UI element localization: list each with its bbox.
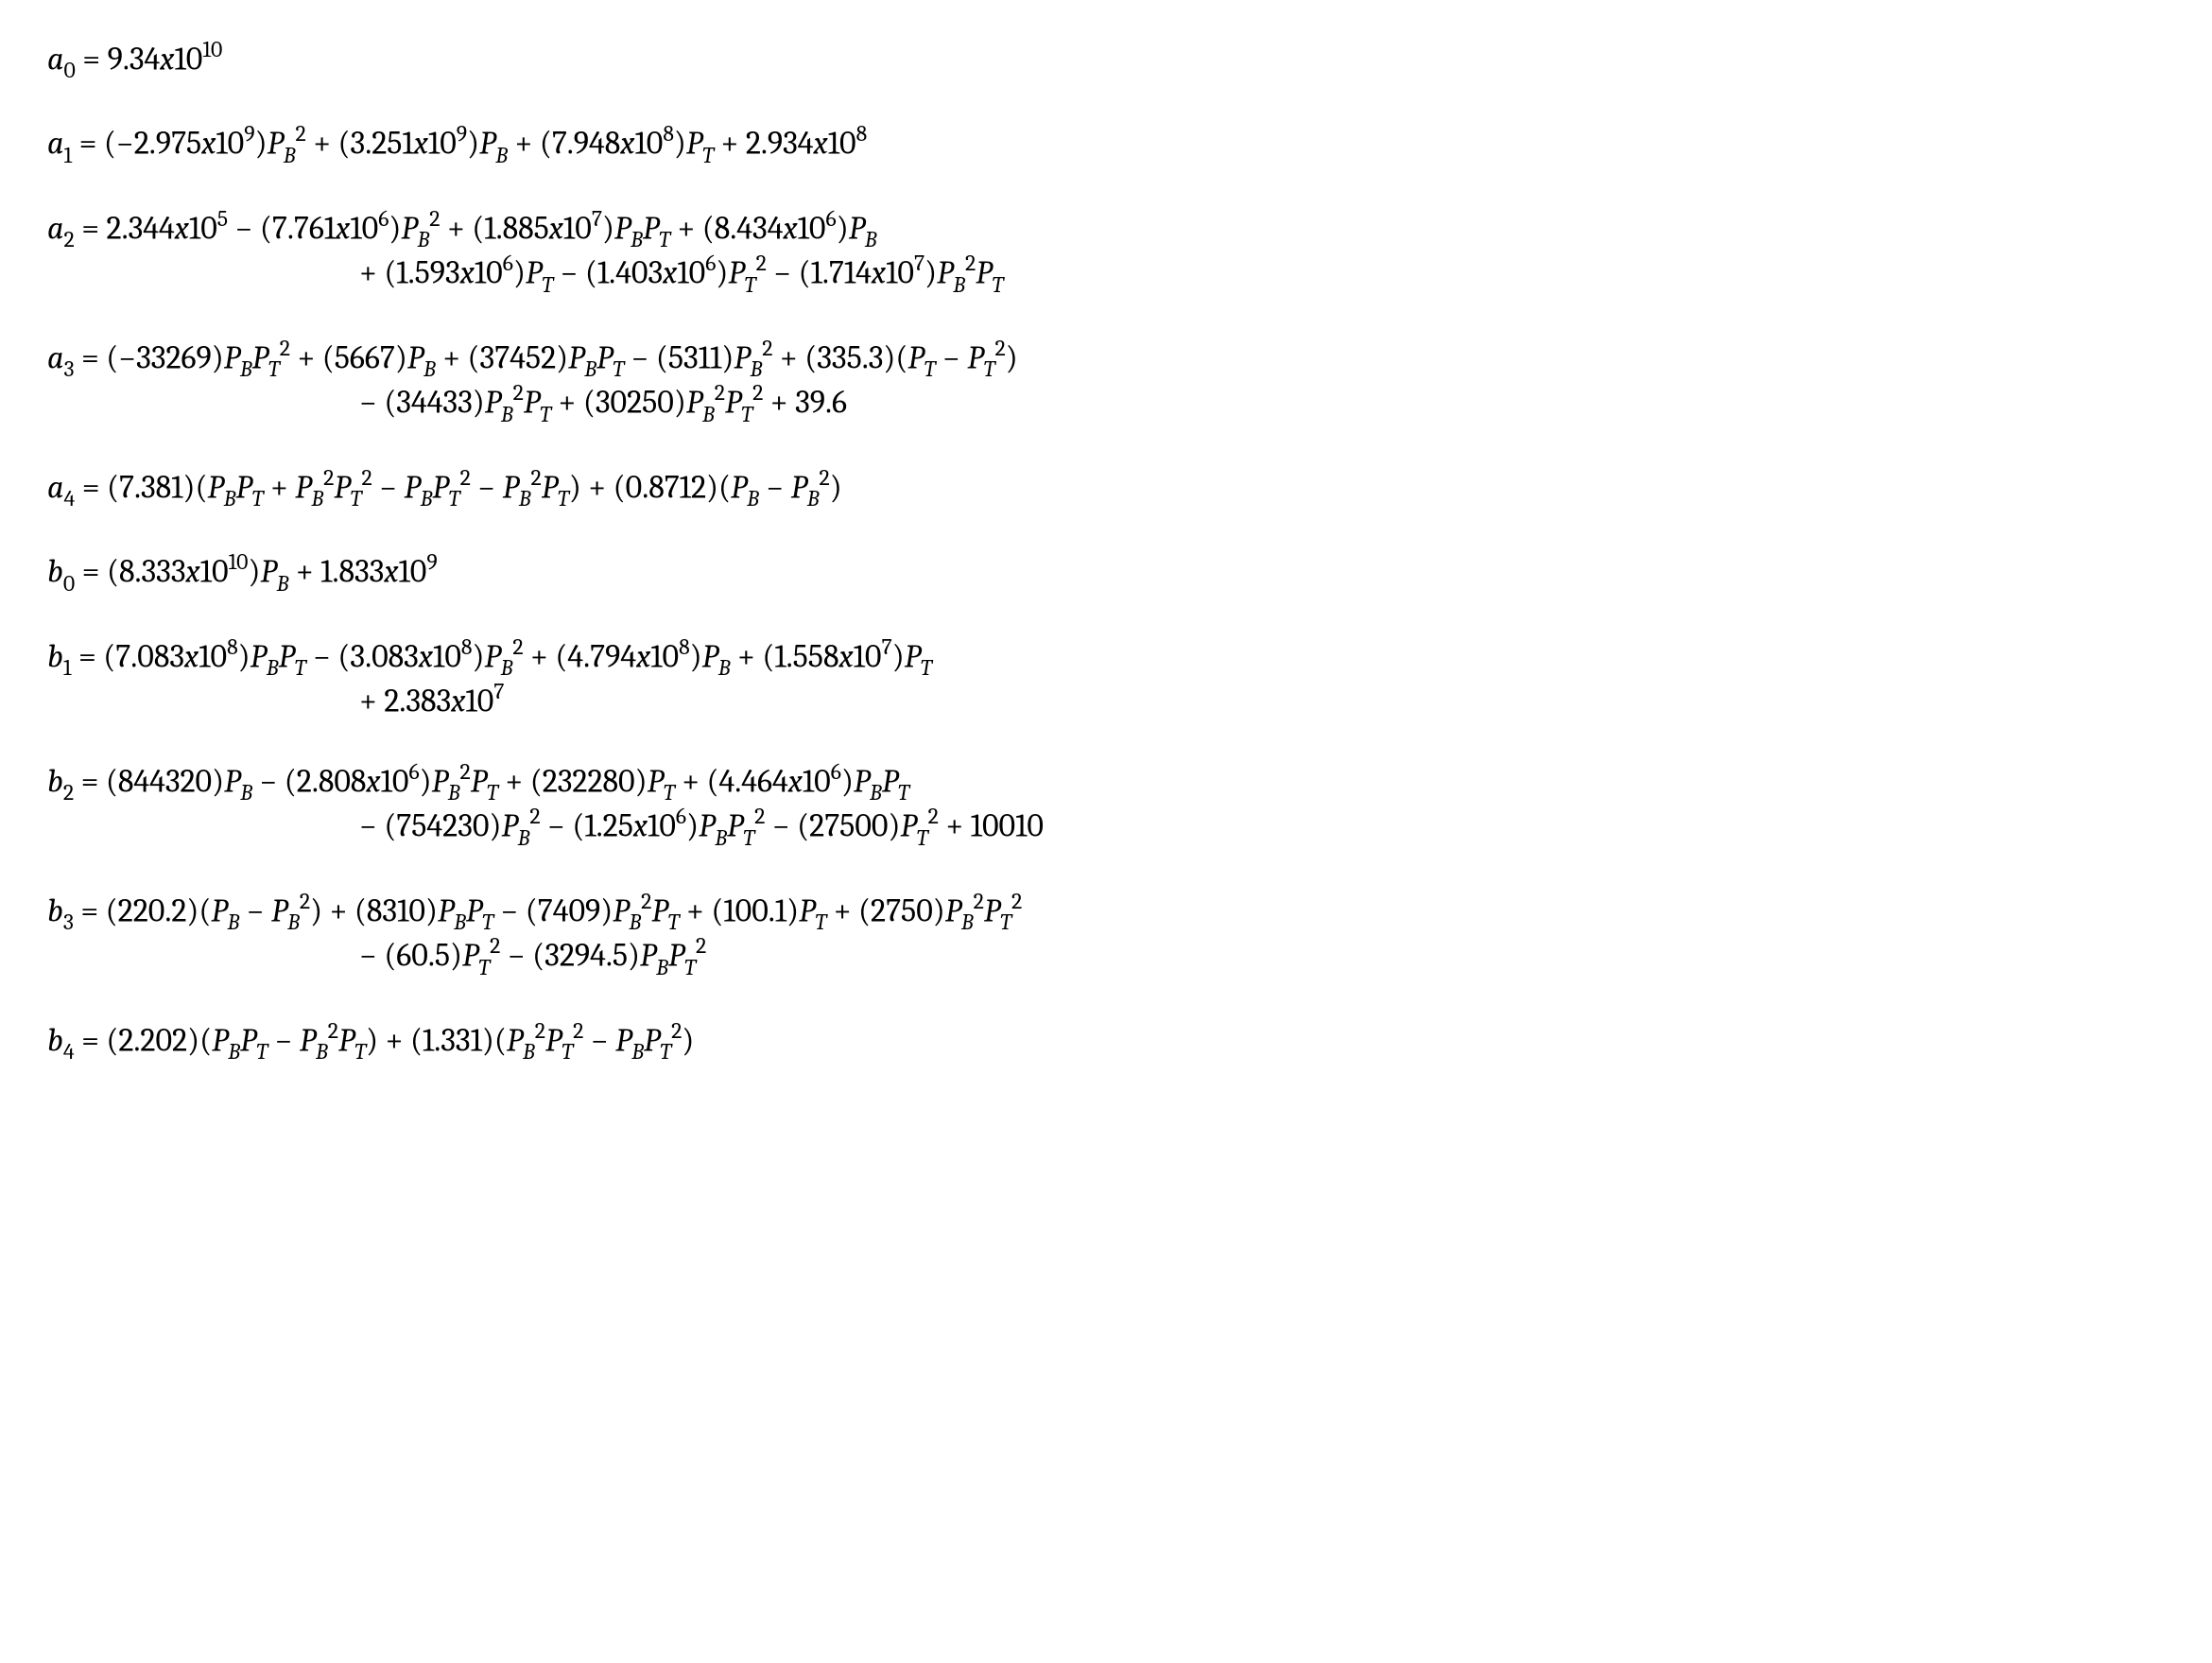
eq-a2-line1: a2 = 2.344x105 − (7.761x106)PB2 + (1.885… [47,207,2165,251]
equation-b4: b4 = (2.202)(PBPT − PB2PT) + (1.331)(PB2… [47,1019,2165,1064]
equation-b0: b0 = (8.333x1010)PB + 1.833x109 [47,550,2165,595]
eq-b0-line: b0 = (8.333x1010)PB + 1.833x109 [47,550,2165,595]
eq-a3-line1: a3 = (−33269)PBPT2 + (5667)PB + (37452)P… [47,337,2165,381]
eq-a1-line: a1 = (−2.975x109)PB2 + (3.251x109)PB + (… [47,122,2165,166]
eq-b3-line1: b3 = (220.2)(PB − PB2) + (8310)PBPT − (7… [47,890,2165,934]
equation-b2: b2 = (844320)PB − (2.808x106)PB2PT + (23… [47,760,2165,850]
equation-b3: b3 = (220.2)(PB − PB2) + (8310)PBPT − (7… [47,890,2165,979]
equation-b1: b1 = (7.083x108)PBPT − (3.083x108)PB2 + … [47,635,2165,720]
equation-a3: a3 = (−33269)PBPT2 + (5667)PB + (37452)P… [47,337,2165,426]
equation-a1: a1 = (−2.975x109)PB2 + (3.251x109)PB + (… [47,122,2165,166]
eq-a0-line: a0 = 9.34x1010 [47,38,2165,82]
eq-a3-line2: − (34433)PB2PT + (30250)PB2PT2 + 39.6 [47,381,2165,425]
equation-a2: a2 = 2.344x105 − (7.761x106)PB2 + (1.885… [47,207,2165,297]
eq-b2-line2: − (754230)PB2 − (1.25x106)PBPT2 − (27500… [47,805,2165,849]
eq-b4-line: b4 = (2.202)(PBPT − PB2PT) + (1.331)(PB2… [47,1019,2165,1064]
eq-b1-line1: b1 = (7.083x108)PBPT − (3.083x108)PB2 + … [47,635,2165,680]
equation-a0: a0 = 9.34x1010 [47,38,2165,82]
eq-b1-line2: + 2.383x107 [47,680,2165,719]
eq-a4-line: a4 = (7.381)(PBPT + PB2PT2 − PBPT2 − PB2… [47,466,2165,511]
eq-b3-line2: − (60.5)PT2 − (3294.5)PBPT2 [47,934,2165,979]
eq-a2-line2: + (1.593x106)PT − (1.403x106)PT2 − (1.71… [47,251,2165,296]
equation-a4: a4 = (7.381)(PBPT + PB2PT2 − PBPT2 − PB2… [47,466,2165,511]
eq-b2-line1: b2 = (844320)PB − (2.808x106)PB2PT + (23… [47,760,2165,805]
